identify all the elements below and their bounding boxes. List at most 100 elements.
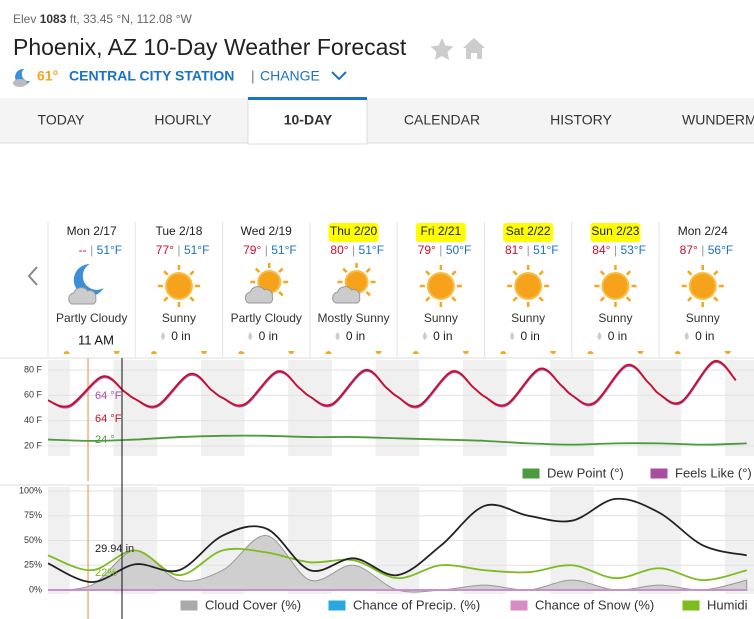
- precip: 0 in: [695, 329, 714, 343]
- home-icon[interactable]: [463, 38, 485, 59]
- day-name: Wed 2/19: [241, 224, 292, 238]
- hover-value: 64 °F: [95, 413, 122, 425]
- sun-ray: [687, 296, 693, 302]
- cloud: [68, 287, 97, 305]
- high-temp: 77°: [156, 243, 174, 257]
- raindrop: [335, 332, 340, 340]
- y-tick-label: 20 F: [24, 440, 43, 450]
- tab[interactable]: HOURLY: [154, 112, 212, 128]
- sunset: [288, 351, 295, 354]
- low-temp: 53°F: [620, 243, 645, 257]
- low-temp: 56°F: [708, 243, 733, 257]
- sun-ray: [278, 267, 284, 273]
- sun-ray: [254, 267, 261, 273]
- station-name[interactable]: CENTRAL CITY STATION: [69, 68, 234, 84]
- sun: [426, 272, 455, 300]
- sunset: [724, 351, 731, 354]
- sun: [688, 272, 717, 300]
- day-name: Mon 2/17: [67, 224, 117, 238]
- series-line: [47, 434, 747, 446]
- day-name: Thu 2/20: [330, 224, 378, 238]
- y-tick-label: 40 F: [24, 415, 43, 425]
- day-name: Tue 2/18: [155, 224, 202, 238]
- tab[interactable]: TODAY: [38, 112, 86, 128]
- day-name: Sat 2/22: [506, 224, 551, 238]
- raindrop: [510, 332, 515, 340]
- night-band: [48, 360, 70, 456]
- tab[interactable]: HISTORY: [550, 112, 612, 128]
- current-temp: 61°: [37, 68, 58, 84]
- highlight: [328, 223, 379, 242]
- y-tick-label: 80 F: [24, 364, 43, 374]
- separator: |: [177, 243, 180, 257]
- sun-ray: [512, 270, 518, 276]
- separator: |: [90, 243, 93, 257]
- change-link[interactable]: CHANGE: [260, 68, 320, 84]
- cloud: [244, 286, 274, 304]
- active-tab-bar: [248, 97, 367, 100]
- night-band: [637, 360, 682, 456]
- elev-value: 1083: [40, 12, 67, 26]
- separator: |: [614, 243, 617, 257]
- precip: 0 in: [171, 329, 190, 343]
- sun: [514, 272, 543, 300]
- high-temp: 81°: [505, 243, 523, 257]
- sun-ray: [625, 270, 632, 276]
- night-band: [200, 360, 245, 456]
- tab[interactable]: CALENDAR: [404, 112, 480, 128]
- condition: Partly Cloudy: [56, 311, 127, 325]
- low-temp: 51°F: [97, 243, 122, 257]
- separator: |: [439, 243, 442, 257]
- legend-swatch: [521, 467, 541, 480]
- sun-ray: [538, 270, 544, 276]
- sunset: [462, 351, 469, 354]
- sunrise: [238, 351, 245, 354]
- time-label: 11 AM: [78, 332, 114, 347]
- precip: 0 in: [433, 329, 452, 343]
- y-tick-label: 25%: [24, 560, 42, 570]
- hover-value: 29.94 in: [95, 543, 134, 555]
- sunrise: [63, 351, 70, 354]
- sun-ray: [365, 291, 371, 297]
- raindrop: [248, 332, 253, 340]
- sun-ray: [451, 296, 457, 302]
- time-label-bg: [72, 331, 120, 351]
- highlight: [590, 223, 641, 242]
- sun-ray: [342, 267, 348, 273]
- sunset: [200, 351, 207, 354]
- sun-ray: [365, 267, 371, 273]
- sun-ray: [278, 291, 284, 297]
- day-name: Mon 2/24: [678, 224, 728, 238]
- night-band: [550, 360, 594, 456]
- sun-ray: [189, 296, 195, 302]
- sun-ray: [713, 296, 719, 302]
- y-tick-label: 75%: [24, 510, 42, 520]
- high-temp: 80°: [330, 243, 348, 257]
- series-line: [47, 497, 747, 584]
- tab[interactable]: WUNDERM: [682, 112, 754, 128]
- sunset: [637, 351, 644, 354]
- legend-swatch: [509, 599, 529, 612]
- condition: Partly Cloudy: [231, 311, 302, 325]
- raindrop: [597, 332, 602, 340]
- tab[interactable]: 10-DAY: [284, 112, 333, 128]
- legend-swatch: [179, 599, 199, 612]
- condition: Sunny: [511, 311, 545, 325]
- sun-ray: [512, 296, 518, 302]
- legend-label: Feels Like (°): [675, 465, 752, 480]
- sun-ray: [625, 296, 632, 302]
- separator: |: [251, 68, 255, 84]
- sunset: [375, 351, 382, 354]
- sun-ray: [687, 270, 693, 276]
- sun-ray: [425, 296, 431, 302]
- elevation: Elev 1083 ft, 33.45 °N, 112.08 °W: [13, 12, 193, 26]
- sunrise: [500, 351, 507, 354]
- low-temp: 51°F: [359, 243, 384, 257]
- chevron[interactable]: [331, 71, 347, 81]
- precip: 0 in: [259, 329, 278, 343]
- star-icon[interactable]: [430, 38, 454, 60]
- separator: |: [265, 243, 268, 257]
- y-tick-label: 100%: [19, 485, 42, 495]
- prev-arrow[interactable]: [27, 266, 38, 286]
- precip: 0 in: [346, 329, 365, 343]
